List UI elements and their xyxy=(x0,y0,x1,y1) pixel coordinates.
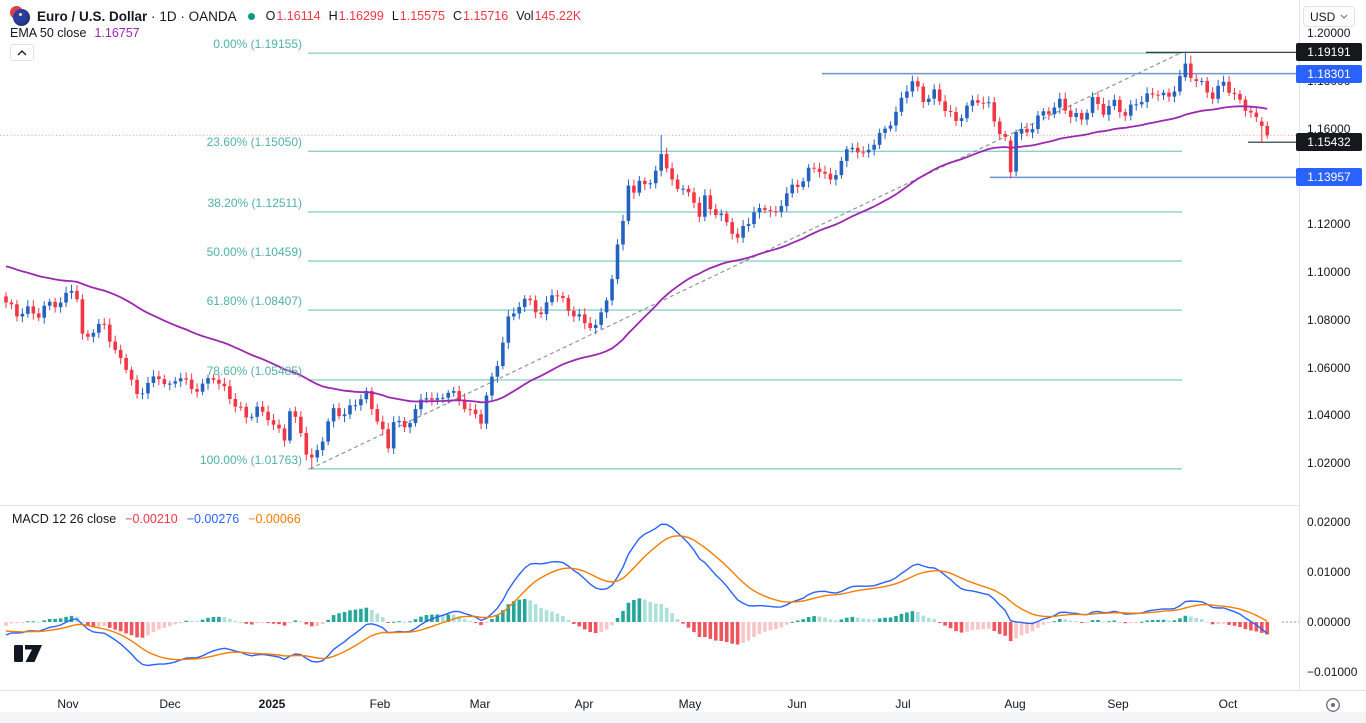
macd-axis-tick: 0.02000 xyxy=(1307,515,1351,529)
volume-value: 145.22K xyxy=(534,9,582,23)
ema-legend: EMA 50 close 1.16757 xyxy=(10,26,140,40)
time-axis-label: 2025 xyxy=(258,697,286,711)
macd-signal-line xyxy=(5,535,1268,661)
symbol-name: Euro / U.S. Dollar xyxy=(37,8,148,24)
fib-level-label: 100.00% (1.01763) xyxy=(199,452,302,467)
low-value: 1.15575 xyxy=(399,9,445,23)
price-axis-tick: 1.06000 xyxy=(1307,360,1351,375)
macd-histogram-value: −0.00210 xyxy=(125,512,178,526)
collapse-pane-button[interactable] xyxy=(10,44,34,61)
timezone-settings-icon[interactable] xyxy=(1324,696,1342,714)
ema-value: 1.16757 xyxy=(94,26,140,40)
currency-selector[interactable]: USD xyxy=(1303,6,1355,27)
interval-label: 1D xyxy=(159,8,177,24)
time-axis-label: Dec xyxy=(159,697,181,711)
close-value: 1.15716 xyxy=(463,9,509,23)
time-axis-label: Oct xyxy=(1218,697,1238,711)
time-axis-label: Feb xyxy=(369,697,391,711)
fib-level-label: 38.20% (1.12511) xyxy=(207,195,302,210)
price-axis-tick: 1.20000 xyxy=(1307,26,1351,40)
price-axis-tick: 1.12000 xyxy=(1307,217,1351,232)
ema-label: EMA 50 close xyxy=(10,26,87,40)
market-status-icon xyxy=(247,12,255,20)
macd-title: MACD 12 26 close xyxy=(12,512,117,526)
price-label-badge: 1.19191 xyxy=(1296,43,1362,62)
time-axis-label: Apr xyxy=(574,697,594,711)
price-label-badge: 1.15432 xyxy=(1296,133,1362,152)
fib-level-label: 0.00% (1.19155) xyxy=(213,37,302,52)
macd-axis-tick: 0.00000 xyxy=(1307,615,1351,629)
macd-chart[interactable] xyxy=(0,506,1299,690)
fib-level-label: 23.60% (1.15050) xyxy=(206,135,302,150)
time-axis-label: Jun xyxy=(787,697,807,711)
macd-legend: MACD 12 26 close −0.00210 −0.00276 −0.00… xyxy=(12,512,301,526)
price-axis[interactable]: USD 1.200001.180001.160001.140001.120001… xyxy=(1296,0,1366,690)
fib-level-label: 50.00% (1.10459) xyxy=(206,245,302,260)
pane-separator[interactable] xyxy=(0,505,1366,506)
high-value: 1.16299 xyxy=(338,9,384,23)
time-axis-label: Nov xyxy=(57,697,79,711)
chevron-up-icon xyxy=(17,49,27,55)
price-label-badge: 1.13957 xyxy=(1296,168,1362,187)
price-axis-tick: 1.02000 xyxy=(1307,456,1351,471)
exchange-label: OANDA xyxy=(188,8,237,24)
macd-line xyxy=(5,523,1268,667)
chevron-down-icon xyxy=(1340,14,1348,19)
time-axis-label: May xyxy=(678,697,702,711)
candles xyxy=(4,52,1270,469)
time-axis-label: Aug xyxy=(1004,697,1026,711)
macd-axis-tick: 0.01000 xyxy=(1307,565,1351,579)
candlestick-chart[interactable] xyxy=(0,0,1299,506)
price-label-badge: 1.18301 xyxy=(1296,64,1362,83)
symbol-title[interactable]: Euro / U.S. Dollar · 1D · OANDA xyxy=(37,8,237,24)
open-value: 1.16114 xyxy=(276,9,321,23)
bottom-strip xyxy=(0,712,1366,723)
time-axis-label: Mar xyxy=(469,697,491,711)
ema50-line xyxy=(5,105,1268,404)
fib-level-label: 61.80% (1.08407) xyxy=(206,294,302,309)
price-axis-tick: 1.04000 xyxy=(1307,408,1351,423)
price-axis-tick: 1.16000 xyxy=(1307,121,1351,136)
macd-signal-value: −0.00066 xyxy=(248,512,301,526)
time-axis-label: Sep xyxy=(1107,697,1129,711)
currency-label: USD xyxy=(1310,9,1336,24)
tradingview-logo[interactable] xyxy=(13,641,43,665)
price-axis-tick: 1.08000 xyxy=(1307,312,1351,327)
fib-level-label: 78.60% (1.05485) xyxy=(206,363,302,378)
symbol-legend: Euro / U.S. Dollar · 1D · OANDA O 1.16114… xyxy=(10,6,581,26)
time-axis-label: Jul xyxy=(895,697,911,711)
macd-line-value: −0.00276 xyxy=(186,512,240,526)
macd-axis-tick: −0.01000 xyxy=(1307,665,1358,679)
axis-separator xyxy=(1299,0,1300,690)
symbol-pair-icon xyxy=(10,6,30,26)
time-axis-separator xyxy=(0,690,1366,691)
ohlc-values: O 1.16114 H 1.16299 L 1.15575 C 1.15716 Vol 1… xyxy=(265,9,582,23)
price-axis-tick: 1.10000 xyxy=(1307,265,1351,279)
price-pane[interactable]: 0.00% (1.19155) 23.60% (1.15050) 38.20% (1… xyxy=(0,0,1299,506)
macd-pane[interactable] xyxy=(0,506,1299,690)
